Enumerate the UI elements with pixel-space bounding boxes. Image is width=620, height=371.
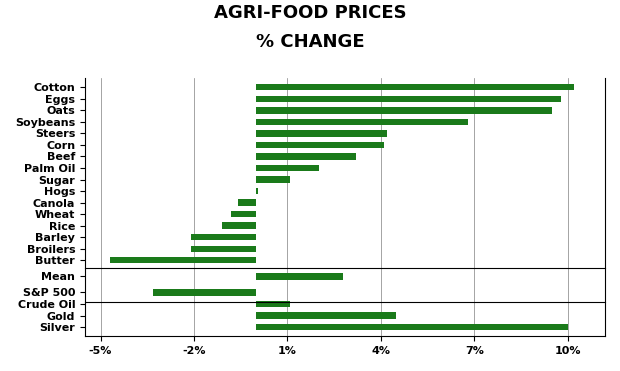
- Bar: [256, 301, 291, 307]
- Bar: [231, 211, 256, 217]
- Bar: [222, 223, 256, 229]
- Bar: [256, 142, 384, 148]
- Bar: [237, 199, 256, 206]
- Bar: [154, 289, 256, 296]
- Text: AGRI-FOOD PRICES: AGRI-FOOD PRICES: [214, 4, 406, 22]
- Bar: [256, 130, 387, 137]
- Bar: [110, 257, 256, 263]
- Bar: [256, 96, 561, 102]
- Bar: [191, 234, 256, 240]
- Bar: [256, 165, 319, 171]
- Text: % CHANGE: % CHANGE: [255, 33, 365, 52]
- Bar: [256, 188, 258, 194]
- Bar: [256, 84, 574, 91]
- Bar: [256, 324, 568, 330]
- Bar: [191, 246, 256, 252]
- Bar: [256, 119, 468, 125]
- Bar: [256, 273, 343, 279]
- Bar: [256, 312, 396, 319]
- Bar: [256, 153, 356, 160]
- Bar: [256, 176, 291, 183]
- Bar: [256, 107, 552, 114]
